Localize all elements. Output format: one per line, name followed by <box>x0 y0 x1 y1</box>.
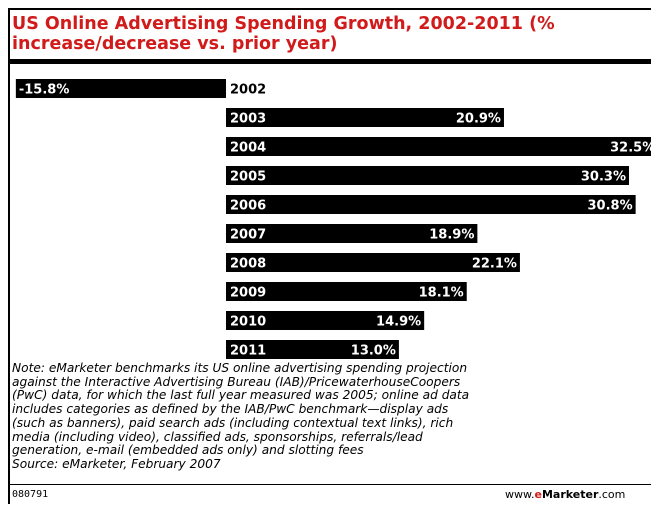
value-label-2006: 30.8% <box>588 199 633 214</box>
bar-2009 <box>226 282 467 301</box>
chart-id: 080791 <box>12 489 49 500</box>
bar-2002 <box>15 79 226 98</box>
value-label-2011: 13.0% <box>351 344 396 359</box>
category-label-2003: 2003 <box>230 112 266 127</box>
value-label-2010: 14.9% <box>376 315 421 330</box>
note-text: Note: eMarketer benchmarks its US online… <box>12 361 470 458</box>
category-label-2009: 2009 <box>230 286 266 301</box>
category-label-2010: 2010 <box>230 315 266 330</box>
chart-title-line-1: US Online Advertising Spending Growth, 2… <box>12 14 555 34</box>
category-label-2007: 2007 <box>230 228 266 243</box>
title-divider <box>10 59 651 64</box>
value-label-2002: -15.8% <box>19 83 70 98</box>
category-label-2005: 2005 <box>230 170 266 185</box>
bar-2011 <box>226 340 399 359</box>
bar-2003 <box>226 108 504 127</box>
bar-2005 <box>226 166 629 185</box>
value-label-2005: 30.3% <box>581 170 626 185</box>
bar-2007 <box>226 224 478 243</box>
value-label-2007: 18.9% <box>429 228 474 243</box>
bar-chart: 2002 -15.8% 2003 20.9% 2004 32.5% 2005 30.3% 200… <box>15 79 651 359</box>
brand-suffix: .com <box>598 488 626 501</box>
brand-prefix: www. <box>505 488 535 501</box>
chart-note: Note: eMarketer benchmarks its US online… <box>12 361 651 472</box>
chart-title: US Online Advertising Spending Growth, 2… <box>12 14 555 54</box>
bar-2010 <box>226 311 425 330</box>
value-label-2003: 20.9% <box>456 112 501 127</box>
brand-link[interactable]: www.eMarketer.com <box>505 488 625 501</box>
brand-name: Marketer <box>541 488 599 501</box>
brand-e: e <box>534 488 542 501</box>
value-label-2008: 22.1% <box>472 257 517 272</box>
category-label-2011: 2011 <box>230 344 266 359</box>
category-label-2004: 2004 <box>230 141 266 156</box>
category-label-2008: 2008 <box>230 257 266 272</box>
value-label-2009: 18.1% <box>419 286 464 301</box>
bar-2004 <box>226 137 651 156</box>
chart-title-line-2: increase/decrease vs. prior year) <box>12 34 338 54</box>
category-label-2002: 2002 <box>230 83 266 98</box>
footer-divider <box>10 484 651 485</box>
value-label-2004: 32.5% <box>610 141 651 156</box>
bar-2008 <box>226 253 520 272</box>
category-label-2006: 2006 <box>230 199 266 214</box>
bar-2006 <box>226 195 636 214</box>
chart-frame: US Online Advertising Spending Growth, 2… <box>8 8 651 504</box>
source-text: Source: eMarketer, February 2007 <box>12 456 221 471</box>
